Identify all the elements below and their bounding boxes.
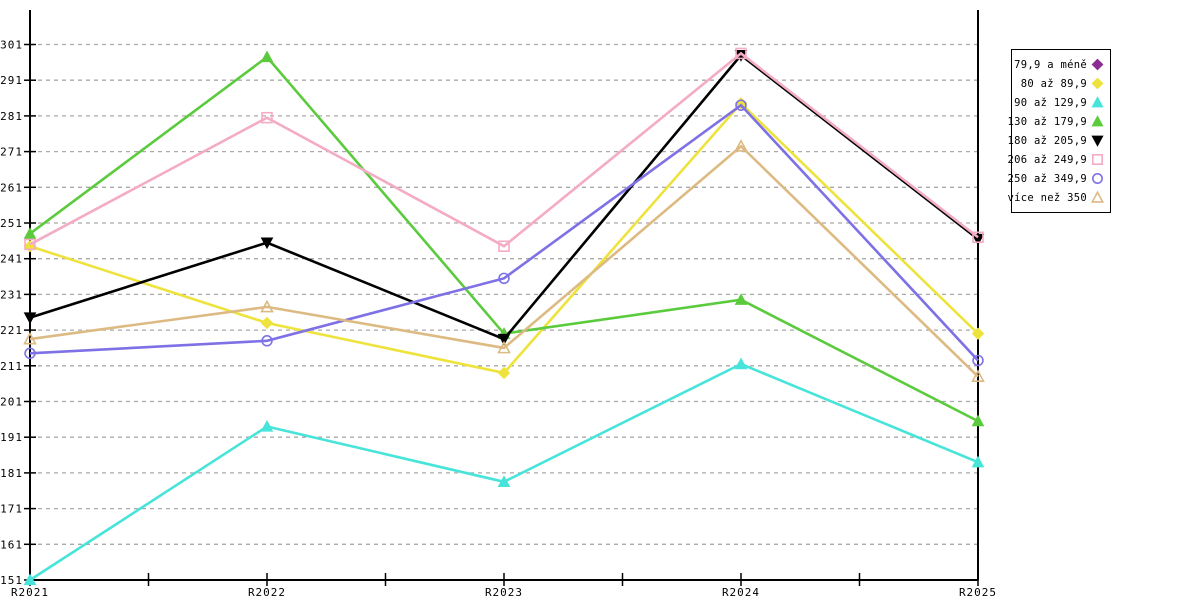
y-tick-label: 251 (0, 217, 23, 230)
legend: 79,9 a méně 80 až 89,9 90 až 129,9 130 až 1… (1008, 49, 1111, 213)
triangle-up-marker (1090, 190, 1105, 203)
series-7 (23, 139, 985, 382)
diamond-marker (1091, 77, 1104, 90)
legend-item: 80 až 89,9 (1015, 74, 1105, 93)
triangle-up-marker (23, 573, 37, 586)
y-tick-label: 191 (0, 431, 23, 444)
legend-label: více než 350 (1007, 191, 1087, 204)
x-tick-label: R2025 (959, 586, 997, 599)
legend-item: 90 až 129,9 (1014, 93, 1105, 112)
triangle-up-marker (971, 414, 985, 427)
triangle-up-legend-icon (1091, 96, 1104, 108)
circle-marker (972, 354, 984, 367)
triangle-down-marker (260, 237, 274, 250)
triangle-up-marker (260, 419, 274, 432)
y-tick-label: 161 (0, 538, 23, 551)
series-line (29, 103, 979, 362)
series-line (29, 362, 979, 582)
legend-item: 130 až 179,9 (1008, 112, 1105, 131)
triangle-up-marker (260, 299, 274, 313)
triangle-up-legend-icon (1090, 190, 1105, 203)
y-tick-label: 291 (0, 74, 23, 87)
y-tick-label: 171 (0, 503, 23, 516)
diamond-marker (497, 366, 511, 380)
legend-item: 79,9 a méně (1014, 55, 1105, 74)
x-tick-label: R2022 (248, 586, 286, 599)
square-legend-icon (1092, 154, 1103, 165)
legend-label: 130 až 179,9 (1007, 115, 1087, 128)
diamond-marker (260, 316, 274, 330)
triangle-up-marker (971, 369, 985, 382)
triangle-down-marker (1091, 135, 1104, 147)
series-line (29, 144, 979, 378)
diamond-legend-icon (1091, 58, 1104, 71)
triangle-down-legend-icon (1091, 135, 1104, 147)
triangle-up-marker (260, 50, 274, 63)
triangle-up-marker (497, 340, 511, 354)
diamond-marker (971, 327, 985, 340)
legend-item: 206 až 249,9 (1008, 150, 1105, 169)
axes: 151 161 171 181 191 201 211 221 231 241 251 261 271 2… (0, 10, 997, 599)
y-tick-label: 181 (0, 467, 23, 480)
y-tick-label: 231 (0, 288, 23, 301)
triangle-up-marker (1091, 115, 1104, 127)
diamond-marker (1091, 58, 1104, 71)
y-tick-label: 271 (0, 146, 23, 159)
circle-marker (498, 272, 510, 285)
y-tick-label: 241 (0, 253, 23, 266)
legend-item: 250 až 349,9 (1008, 169, 1105, 188)
y-tick-label: 301 (0, 39, 23, 52)
square-marker (1092, 154, 1103, 165)
square-marker (972, 231, 984, 244)
triangle-up-marker (23, 331, 37, 345)
triangle-up-marker (1091, 96, 1104, 108)
triangle-down-marker (497, 333, 511, 346)
triangle-down-marker (23, 312, 37, 325)
x-tick-label: R2023 (485, 586, 523, 599)
gridlines (30, 43, 978, 545)
diamond-legend-icon (1091, 77, 1104, 90)
triangle-up-marker (497, 475, 511, 487)
series-2 (23, 357, 985, 586)
y-tick-label: 221 (0, 324, 23, 337)
circle-marker (261, 335, 273, 347)
circle-marker (1092, 173, 1103, 184)
triangle-up-marker (971, 455, 985, 468)
legend-label: 79,9 a méně (1014, 58, 1087, 71)
series-line (29, 51, 979, 248)
circle-marker (24, 347, 36, 360)
series-5 (24, 47, 984, 252)
circle-marker (735, 99, 747, 111)
x-tick-label: R2021 (11, 586, 49, 599)
series-4 (23, 50, 985, 346)
triangle-up-marker (734, 139, 748, 152)
triangle-up-marker (23, 227, 37, 239)
series-6 (24, 99, 984, 367)
y-tick-label: 211 (0, 360, 23, 373)
legend-item: 180 až 205,9 (1008, 131, 1105, 150)
triangle-down-marker (971, 233, 985, 246)
triangle-up-marker (734, 293, 748, 305)
series-group (23, 47, 985, 586)
x-tick-label: R2024 (722, 586, 760, 599)
legend-label: 80 až 89,9 (1020, 77, 1087, 90)
square-marker (498, 240, 510, 252)
legend-label: 180 až 205,9 (1007, 134, 1087, 147)
y-tick-label: 261 (0, 181, 23, 194)
y-tick-label: 151 (0, 574, 23, 587)
legend-item: více než 350 (1008, 188, 1105, 207)
legend-label: 206 až 249,9 (1007, 153, 1087, 166)
triangle-up-legend-icon (1091, 115, 1104, 127)
square-marker (24, 238, 36, 251)
y-tick-label: 281 (0, 110, 23, 123)
square-marker (261, 111, 273, 124)
y-tick-label: 201 (0, 396, 23, 409)
triangle-up-marker (734, 357, 748, 370)
square-marker (735, 47, 747, 60)
legend-label: 250 až 349,9 (1007, 172, 1087, 185)
circle-legend-icon (1092, 173, 1103, 184)
legend-label: 90 až 129,9 (1014, 96, 1087, 109)
